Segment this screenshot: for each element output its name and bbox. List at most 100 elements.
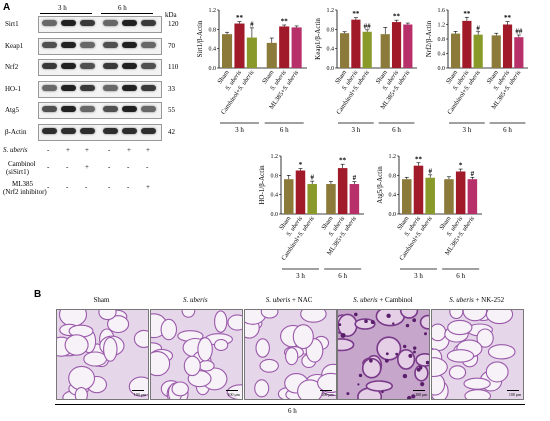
cell-nucleus — [420, 382, 425, 387]
treatment-sign: - — [108, 163, 111, 171]
treatment-sign: + — [146, 146, 150, 154]
cell-nucleus — [364, 319, 369, 323]
scale-bar-label: 100 μm — [415, 392, 428, 397]
histo-title: S. uberis + NK-252 — [449, 296, 505, 304]
alveolus — [376, 336, 402, 361]
blot-band — [80, 20, 95, 26]
blot-band — [61, 106, 76, 112]
blot-bracket-6h — [101, 13, 153, 14]
band-label: HO-1 — [5, 84, 21, 93]
bar — [467, 179, 478, 214]
histology-image: 100 μm — [56, 309, 149, 400]
blot-band — [80, 127, 95, 134]
alveolus — [354, 318, 376, 330]
cell-nucleus — [385, 358, 390, 363]
histology-image: 100 μm — [243, 309, 337, 400]
tissue-texture — [57, 310, 148, 399]
y-tick-label: 0.8 — [271, 173, 279, 179]
y-tick-label: 1.2 — [389, 154, 397, 160]
bar — [413, 165, 424, 214]
blot-band — [141, 84, 156, 91]
band-kda: 70 — [168, 41, 175, 50]
histo-title: S. uberis + Cambinol — [353, 296, 413, 304]
blot-band — [42, 63, 57, 69]
bar — [291, 27, 302, 68]
bar — [295, 170, 306, 214]
histo-time-bracket — [55, 404, 525, 405]
bar — [462, 20, 472, 68]
band-label: Keap1 — [5, 41, 24, 50]
treatment-sublabel-cambinol: (siSirt1) — [6, 168, 29, 176]
y-tick-label: 1.2 — [209, 8, 217, 14]
y-tick-label: 0.4 — [209, 47, 217, 53]
blot-band — [122, 63, 137, 69]
significance-mark: # — [428, 167, 432, 175]
alveolus — [74, 387, 88, 399]
cell-nucleus — [413, 346, 417, 350]
alveolus — [253, 379, 269, 398]
tissue-texture — [338, 310, 430, 399]
panel-a-letter: A — [3, 2, 11, 13]
significance-mark: # — [250, 20, 254, 28]
y-tick-label: 0.0 — [438, 66, 446, 72]
y-axis-label: Keap1/β-Actin — [314, 18, 322, 60]
y-tick-label: 1.2 — [438, 23, 446, 29]
alveolus — [316, 372, 336, 393]
blot-band — [61, 41, 76, 48]
scale-bar — [413, 390, 426, 391]
significance-mark: ** — [236, 14, 244, 22]
histology-image: 100 μm — [337, 309, 431, 400]
y-tick-label: 0.4 — [271, 193, 279, 199]
cell-nucleus — [392, 322, 395, 325]
blot-band — [122, 106, 137, 112]
group-label: 6 h — [280, 126, 289, 134]
significance-mark: ** — [281, 17, 289, 25]
y-axis-label: Nrf2/β-Actin — [425, 20, 433, 57]
blot-time-3h: 3 h — [58, 4, 67, 12]
cell-nucleus — [406, 323, 410, 328]
cell-nucleus — [408, 353, 413, 358]
significance-mark: ** — [504, 14, 512, 22]
alveolus — [64, 334, 89, 356]
blot-band — [80, 84, 95, 91]
alveolus — [400, 310, 419, 319]
alveolus — [365, 380, 394, 392]
blot-band — [141, 41, 156, 48]
bar — [473, 34, 483, 68]
alveolus — [58, 310, 88, 327]
alveolus — [83, 351, 108, 367]
scale-bar-label: 100 μm — [321, 392, 334, 397]
alveolus — [226, 384, 242, 399]
alveolus — [133, 329, 148, 348]
cell-nucleus — [424, 332, 428, 336]
bar — [349, 184, 360, 214]
bar — [340, 33, 350, 68]
cell-nucleus — [413, 350, 417, 354]
bar — [284, 179, 294, 214]
significance-mark: * — [299, 161, 303, 169]
histology-image: 100 μm — [149, 309, 243, 400]
cell-nucleus — [417, 367, 421, 372]
alveolus — [449, 310, 464, 320]
scale-bar — [225, 390, 238, 391]
significance-mark: ** — [352, 10, 360, 18]
y-tick-label: 0.0 — [209, 66, 217, 72]
alveolus — [420, 314, 430, 330]
band-label: Atg5 — [5, 106, 19, 114]
alveolus — [260, 310, 279, 319]
blot-band — [80, 41, 95, 48]
blot-band — [103, 20, 118, 26]
significance-mark: # — [353, 174, 357, 182]
blot-band — [141, 63, 156, 69]
alveolus — [150, 351, 170, 377]
alveolus — [213, 310, 228, 333]
blot-band — [61, 84, 76, 91]
significance-mark: ** — [415, 155, 423, 163]
alveolus — [160, 318, 177, 341]
bar — [362, 31, 372, 68]
bar — [246, 37, 257, 68]
blot-band — [61, 20, 76, 26]
blot-band — [122, 41, 137, 48]
significance-mark: ** — [463, 10, 471, 18]
